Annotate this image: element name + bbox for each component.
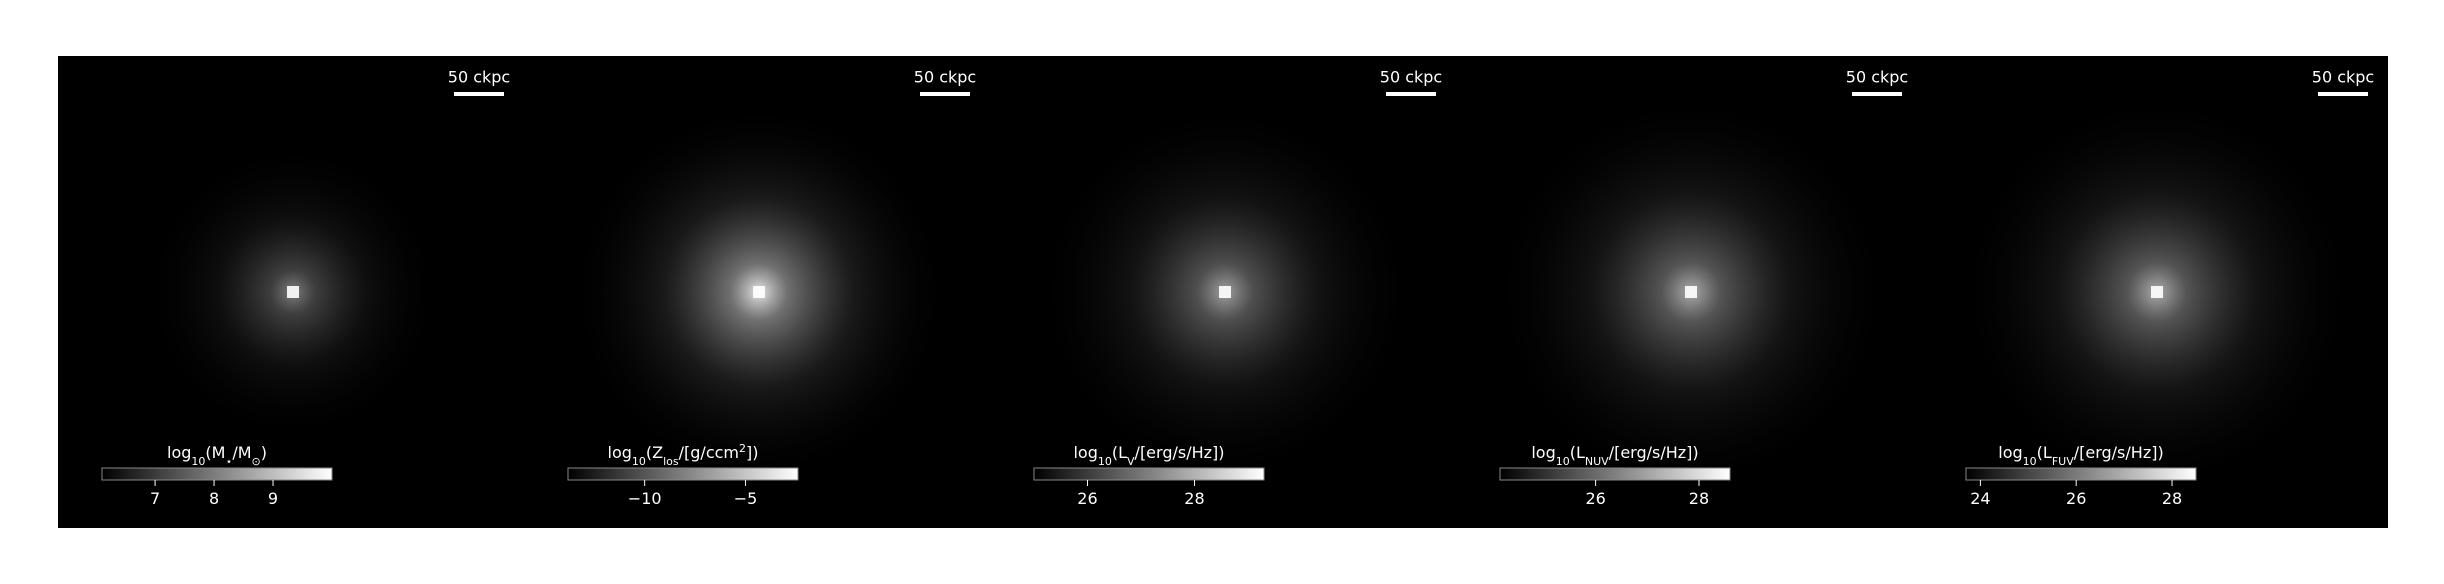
colorbar-label: log10(LNUV/[erg/s/Hz]) — [1531, 443, 1698, 468]
galaxy-core — [753, 286, 765, 298]
label-part: ]) — [746, 443, 758, 462]
label-part: (L — [1570, 443, 1585, 462]
label-part: /[erg/s/Hz]) — [1135, 443, 1225, 462]
panel: 50 ckpc log10(LNUV/[erg/s/Hz]) 26 28 — [1491, 68, 1908, 508]
scalebar-label: 50 ckpc — [2312, 68, 2374, 87]
panel: 50 ckpc log10(M⋆/M⊙) 7 8 9 — [101, 68, 510, 508]
colorbar-label: log10(Zlos/[g/ccm2]) — [608, 442, 759, 468]
label-part: ⋆ — [225, 455, 232, 468]
colorbar-tick-label: 24 — [1970, 489, 1990, 508]
label-part: ⊙ — [252, 455, 261, 468]
colorbar — [567, 467, 799, 481]
label-part: ) — [261, 443, 267, 462]
label-part: (L — [1112, 443, 1127, 462]
colorbar — [1965, 467, 2197, 481]
colorbar-tick-label: 7 — [150, 489, 160, 508]
label-part: 2 — [739, 442, 746, 455]
label-part: NUV — [1585, 455, 1609, 468]
colorbar-tick-label: 26 — [2066, 489, 2086, 508]
panel: 50 ckpc log10(LFUV/[erg/s/Hz]) 24 26 28 — [1957, 68, 2374, 508]
scalebar-label: 50 ckpc — [1380, 68, 1442, 87]
colorbar-label: log10(LFUV/[erg/s/Hz]) — [1998, 443, 2163, 468]
label-part: FUV — [2052, 455, 2074, 468]
label-part: (M — [205, 443, 225, 462]
label-part: 10 — [632, 455, 646, 468]
label-part: (L — [2037, 443, 2052, 462]
colorbar-tick-label: 26 — [1585, 489, 1605, 508]
colorbar-tick-label: 8 — [209, 489, 219, 508]
galaxy-core — [1685, 286, 1697, 298]
scalebar-label: 50 ckpc — [448, 68, 510, 87]
label-part: log — [1531, 443, 1555, 462]
colorbar-tick-label: 28 — [2162, 489, 2182, 508]
label-part: /M — [232, 443, 251, 462]
scalebar-label: 50 ckpc — [914, 68, 976, 87]
colorbar — [101, 467, 333, 481]
label-part: 10 — [2023, 455, 2037, 468]
colorbar-tick-label: −5 — [734, 489, 758, 508]
galaxy-core — [1219, 286, 1231, 298]
label-part: log — [167, 443, 191, 462]
galaxy-core — [2151, 286, 2163, 298]
colorbar — [1499, 467, 1731, 481]
colorbar-label: log10(LV/[erg/s/Hz]) — [1073, 443, 1224, 468]
label-part: los — [663, 455, 679, 468]
galaxy-core — [287, 286, 299, 298]
label-part: /[erg/s/Hz]) — [1609, 443, 1699, 462]
colorbar-tick-label: 28 — [1184, 489, 1204, 508]
label-part: 10 — [1556, 455, 1570, 468]
colorbar-label: log10(M⋆/M⊙) — [167, 443, 267, 468]
colorbar-tick-label: −10 — [628, 489, 662, 508]
label-part: log — [1073, 443, 1097, 462]
colorbar-tick-label: 9 — [268, 489, 278, 508]
label-part: 10 — [1098, 455, 1112, 468]
panel: 50 ckpc log10(Zlos/[g/ccm2]) −10 −5 — [567, 68, 976, 508]
label-part: log — [608, 443, 632, 462]
label-part: 10 — [191, 455, 205, 468]
scalebar-label: 50 ckpc — [1846, 68, 1908, 87]
label-part: log — [1998, 443, 2022, 462]
label-part: (Z — [646, 443, 663, 462]
colorbar-tick-label: 28 — [1689, 489, 1709, 508]
panel: 50 ckpc log10(LV/[erg/s/Hz]) 26 28 — [1033, 68, 1442, 508]
label-part: /[erg/s/Hz]) — [2074, 443, 2164, 462]
label-part: V — [1127, 455, 1135, 468]
colorbar — [1033, 467, 1265, 481]
colorbar-tick-label: 26 — [1077, 489, 1097, 508]
label-part: /[g/ccm — [679, 443, 739, 462]
